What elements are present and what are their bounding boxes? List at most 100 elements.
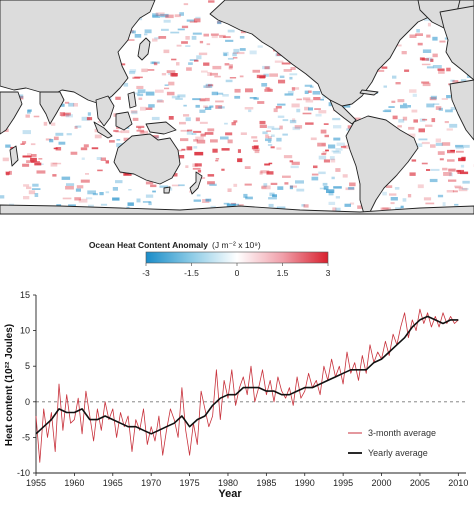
anomaly-patch <box>112 198 119 201</box>
anomaly-patch <box>457 170 460 174</box>
anomaly-patch <box>218 106 225 108</box>
anomaly-patch <box>433 65 442 68</box>
legend-label: Yearly average <box>368 448 428 458</box>
anomaly-patch <box>324 123 329 125</box>
anomaly-patch <box>88 112 91 115</box>
anomaly-patch <box>313 97 320 100</box>
anomaly-patch <box>38 158 42 160</box>
anomaly-patch <box>260 121 266 124</box>
anomaly-patch <box>106 191 110 193</box>
anomaly-patch <box>192 163 197 167</box>
anomaly-patch <box>318 110 326 113</box>
anomaly-patch <box>141 69 148 73</box>
anomaly-patch <box>325 150 329 152</box>
colorbar-units: (J m⁻² x 10⁹) <box>212 240 261 250</box>
anomaly-patch <box>391 202 395 204</box>
anomaly-patch <box>84 144 89 147</box>
series-3-month-line <box>36 309 458 462</box>
anomaly-patch <box>448 169 456 172</box>
anomaly-patch <box>34 116 40 118</box>
land-tasmania <box>164 187 170 193</box>
anomaly-patch <box>421 82 429 84</box>
anomaly-patch <box>186 67 192 71</box>
anomaly-patch <box>257 75 266 78</box>
anomaly-patch <box>433 54 438 58</box>
anomaly-patch <box>427 66 434 68</box>
anomaly-patch <box>335 168 340 172</box>
anomaly-patch <box>412 159 417 161</box>
anomaly-patch <box>220 137 229 140</box>
y-tick-label: 0 <box>25 397 30 407</box>
y-axis-label: Heat content (10²² Joules) <box>4 324 15 446</box>
anomaly-patch <box>391 197 398 201</box>
anomaly-patch <box>274 108 278 112</box>
anomaly-patch <box>238 149 241 153</box>
anomaly-patch <box>152 191 156 193</box>
anomaly-patch <box>178 184 184 186</box>
anomaly-patch <box>146 108 153 111</box>
anomaly-patch <box>152 39 158 42</box>
anomaly-patch <box>63 198 72 200</box>
anomaly-patch <box>233 49 239 53</box>
ocean-heat-map <box>0 0 474 238</box>
anomaly-patch <box>188 62 193 65</box>
anomaly-patch <box>253 70 261 73</box>
anomaly-patch <box>52 174 56 177</box>
x-axis-label: Year <box>218 488 242 500</box>
anomaly-patch <box>221 169 224 171</box>
anomaly-patch <box>392 76 396 79</box>
anomaly-patch <box>266 130 271 132</box>
anomaly-patch <box>314 108 321 110</box>
anomaly-patch <box>304 204 309 207</box>
anomaly-patch <box>296 99 302 101</box>
anomaly-patch <box>426 104 434 108</box>
anomaly-patch <box>289 77 292 80</box>
anomaly-patch <box>431 96 437 99</box>
anomaly-patch <box>224 123 228 125</box>
anomaly-patch <box>232 53 237 57</box>
anomaly-patch <box>211 34 219 36</box>
anomaly-patch <box>269 193 274 197</box>
anomaly-patch <box>268 197 277 199</box>
anomaly-patch <box>269 163 273 165</box>
anomaly-patch <box>303 97 310 100</box>
anomaly-patch <box>185 165 188 168</box>
anomaly-patch <box>323 183 328 186</box>
anomaly-patch <box>432 118 436 122</box>
x-tick-label: 1980 <box>218 478 238 488</box>
colorbar-tick-label: -1.5 <box>184 268 199 278</box>
anomaly-patch <box>192 98 200 100</box>
anomaly-patch <box>23 196 29 199</box>
anomaly-patch <box>92 147 99 149</box>
anomaly-patch <box>422 64 431 65</box>
anomaly-patch <box>258 45 263 47</box>
anomaly-patch <box>26 187 31 190</box>
anomaly-patch <box>310 86 314 88</box>
anomaly-patch <box>169 116 174 120</box>
anomaly-patch <box>85 173 89 175</box>
anomaly-patch <box>271 146 275 148</box>
anomaly-patch <box>416 29 420 33</box>
anomaly-patch <box>241 132 247 135</box>
anomaly-patch <box>67 133 72 135</box>
anomaly-patch <box>328 145 335 149</box>
anomaly-patch <box>425 125 432 127</box>
anomaly-patch <box>197 140 206 144</box>
anomaly-patch <box>176 62 180 65</box>
anomaly-patch <box>445 121 449 123</box>
anomaly-patch <box>450 80 454 82</box>
anomaly-patch <box>205 98 210 101</box>
anomaly-patch <box>148 69 155 71</box>
anomaly-patch <box>146 92 155 96</box>
anomaly-patch <box>203 105 208 108</box>
anomaly-patch <box>329 202 336 205</box>
anomaly-patch <box>408 127 414 130</box>
anomaly-patch <box>229 64 233 68</box>
anomaly-patch <box>207 43 211 45</box>
anomaly-patch <box>233 57 238 59</box>
anomaly-patch <box>403 198 407 202</box>
anomaly-patch <box>101 204 107 206</box>
anomaly-patch <box>210 139 218 142</box>
x-tick-label: 1985 <box>256 478 276 488</box>
anomaly-patch <box>426 57 432 61</box>
